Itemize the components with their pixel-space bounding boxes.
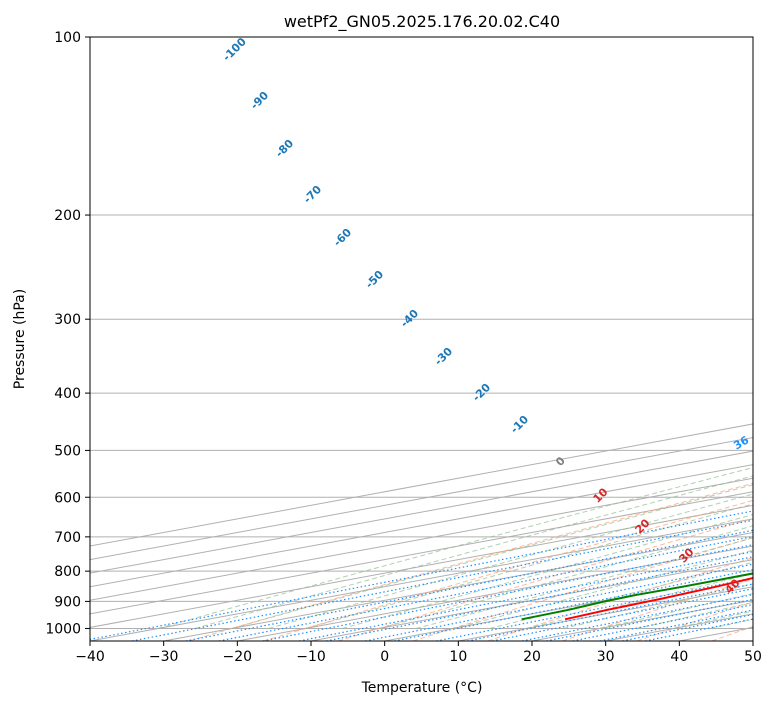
moist-adiabat-label: 0 xyxy=(553,454,568,469)
isotherm-line xyxy=(752,640,753,641)
x-axis-ticks: −40 −30 −20 −10 0 10 20 30 40 50 xyxy=(75,641,762,665)
isotherm-line xyxy=(90,491,753,615)
y-tick-label: 1000 xyxy=(45,621,81,637)
isotherm-line xyxy=(90,450,753,574)
dry-adiabat-label: -70 xyxy=(301,183,324,206)
moist-adiabat-label: 30 xyxy=(677,545,697,565)
background-lines xyxy=(90,37,753,641)
moist-adiabat-line xyxy=(673,610,753,629)
x-tick-label: −10 xyxy=(296,649,326,665)
dry-adiabat-label: -20 xyxy=(470,381,493,404)
x-tick-label: −40 xyxy=(75,649,105,665)
moist-adiabat-line xyxy=(747,626,753,629)
profile-series xyxy=(521,572,753,621)
dry-adiabat-label: -10 xyxy=(508,413,531,436)
mixing-ratio-line xyxy=(131,519,753,641)
x-tick-label: 20 xyxy=(523,649,541,665)
mixing-ratio-line xyxy=(218,535,753,641)
y-axis-ticks: 1000 900 800 700 600 500 400 300 200 100 xyxy=(45,30,90,637)
moist-adiabat-line xyxy=(157,466,753,629)
y-tick-label: 800 xyxy=(54,564,81,580)
dry-adiabat-label: -100 xyxy=(220,35,249,64)
x-tick-label: 30 xyxy=(597,649,615,665)
x-tick-label: −20 xyxy=(223,649,253,665)
dry-adiabat-label: -80 xyxy=(273,137,296,160)
mixing-ratio-line xyxy=(325,556,753,641)
y-tick-label: 500 xyxy=(54,443,81,459)
dry-adiabat-label: -60 xyxy=(331,226,354,249)
isotherm-line xyxy=(90,477,753,601)
y-tick-label: 100 xyxy=(54,30,81,46)
isotherm-line xyxy=(90,423,753,547)
isotherm-line xyxy=(163,531,753,641)
y-tick-label: 400 xyxy=(54,386,81,402)
x-tick-label: 50 xyxy=(744,649,762,665)
dry-adiabat-line xyxy=(263,499,753,641)
chart-title: wetPf2_GN05.2025.176.20.02.C40 xyxy=(284,12,560,32)
moist-adiabat-line xyxy=(489,561,753,629)
x-tick-label: 40 xyxy=(670,649,688,665)
x-tick-label: 0 xyxy=(380,649,389,665)
y-tick-label: 900 xyxy=(54,594,81,610)
x-axis-title: Temperature (°C) xyxy=(361,680,483,696)
y-tick-label: 700 xyxy=(54,530,81,546)
dry-adiabat-label: -90 xyxy=(248,89,271,112)
line-labels: -100-90-80-70-60-50-40-30-20-100.10.20.4… xyxy=(220,35,751,597)
moist-adiabat-line xyxy=(268,493,753,629)
mixing-ratio-label: 36 xyxy=(731,433,751,452)
y-tick-label: 600 xyxy=(54,490,81,506)
moist-adiabat-line xyxy=(599,593,753,629)
moist-adiabat-line xyxy=(526,572,753,629)
dry-adiabat-line xyxy=(338,517,753,641)
moist-adiabat-line xyxy=(563,583,753,629)
isotherm-line xyxy=(90,436,753,561)
x-tick-label: 10 xyxy=(449,649,467,665)
moist-adiabat-line xyxy=(342,513,753,629)
y-tick-label: 200 xyxy=(54,208,81,224)
isotherm-line xyxy=(310,559,753,641)
mixing-ratio-line xyxy=(299,551,753,641)
mixing-ratio-line xyxy=(365,563,753,641)
mixing-ratio-line xyxy=(467,583,753,641)
isotherm-line xyxy=(90,464,753,588)
plot-frame xyxy=(89,36,754,642)
dry-adiabat-line xyxy=(562,578,753,641)
moist-adiabat-line xyxy=(415,537,753,629)
dewpoint-profile-line xyxy=(521,572,753,621)
moist-adiabat-line xyxy=(710,618,753,629)
dry-adiabat-label: -30 xyxy=(432,345,455,368)
moist-adiabat-label: 10 xyxy=(591,485,611,505)
isotherm-line xyxy=(90,518,753,641)
moist-adiabat-line xyxy=(231,484,753,629)
mixing-ratio-line xyxy=(262,544,753,641)
mixing-ratio-line xyxy=(394,569,753,641)
moist-adiabat-line xyxy=(636,601,753,629)
mixing-ratio-line xyxy=(546,598,753,641)
y-axis-title: Pressure (hPa) xyxy=(12,289,28,389)
dry-adiabat-label: -50 xyxy=(363,268,386,291)
moist-adiabat-line xyxy=(305,503,753,629)
moist-adiabat-line xyxy=(452,549,753,629)
isotherm-line xyxy=(90,504,753,628)
y-tick-label: 300 xyxy=(54,312,81,328)
x-tick-label: −30 xyxy=(149,649,179,665)
dry-adiabat-label: -40 xyxy=(398,307,421,330)
dry-adiabat-line xyxy=(412,536,753,641)
dry-adiabat-line xyxy=(711,626,753,641)
moist-adiabat-line xyxy=(194,475,753,629)
